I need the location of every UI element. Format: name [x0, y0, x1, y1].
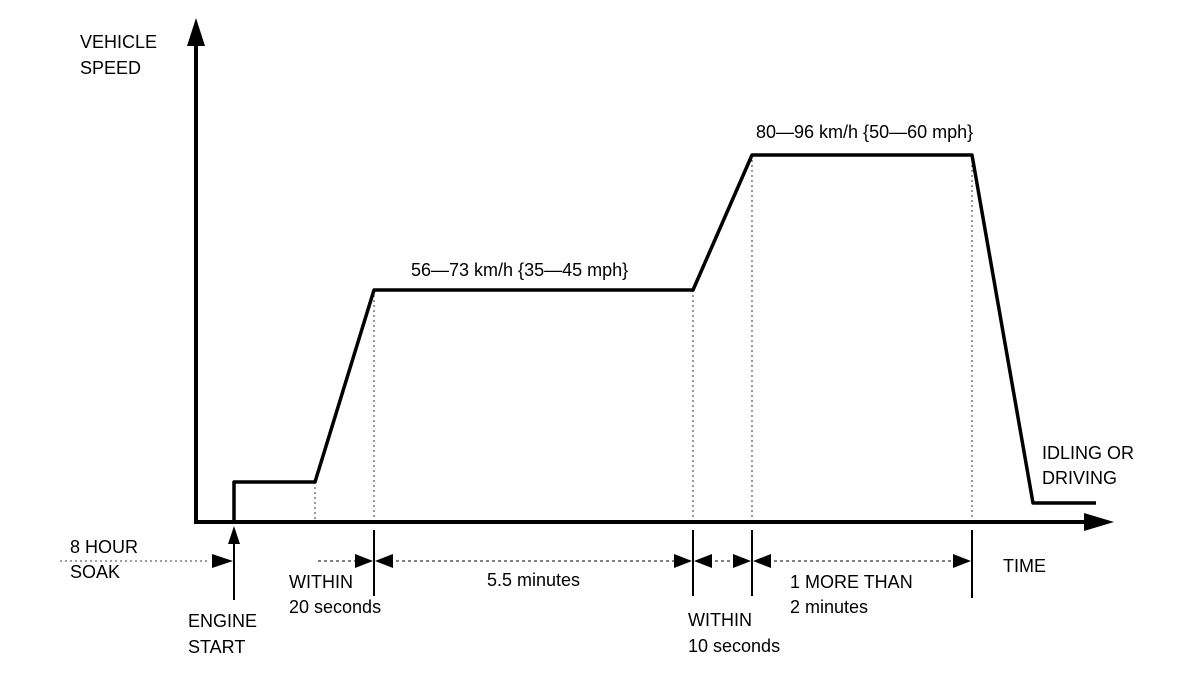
guide-lines	[60, 155, 973, 562]
speed-profile-line	[232, 153, 1096, 522]
y-axis-arrowhead	[187, 18, 205, 46]
within20-label-line2: 20 seconds	[289, 597, 381, 617]
y-axis-label-line1: VEHICLE	[80, 32, 157, 52]
within10-label-line2: 10 seconds	[688, 636, 780, 656]
high-speed-label: 80—96 km/h {50—60 mph}	[756, 122, 973, 142]
end-state-line2: DRIVING	[1042, 468, 1117, 488]
within20-label-line1: WITHIN	[289, 572, 353, 592]
hold-duration-label-line2: 2 minutes	[790, 597, 868, 617]
cruise-duration-label: 5.5 minutes	[487, 570, 580, 590]
engine-start-arrowhead	[228, 526, 240, 544]
soak-label-line2: SOAK	[70, 562, 120, 582]
timeline-ticks	[373, 530, 973, 598]
engine-start-label-line2: START	[188, 637, 245, 657]
hold-duration-label-line1: 1 MORE THAN	[790, 572, 913, 592]
within10-label-line1: WITHIN	[688, 610, 752, 630]
soak-label-line1: 8 HOUR	[70, 537, 138, 557]
engine-start-label-line1: ENGINE	[188, 611, 257, 631]
dimension-arrowheads	[212, 554, 971, 568]
end-state-line1: IDLING OR	[1042, 443, 1134, 463]
x-axis-label: TIME	[1003, 556, 1046, 576]
cruise-speed-label: 56—73 km/h {35—45 mph}	[411, 260, 628, 280]
y-axis-label-line2: SPEED	[80, 58, 141, 78]
x-axis-arrowhead	[1084, 513, 1114, 531]
